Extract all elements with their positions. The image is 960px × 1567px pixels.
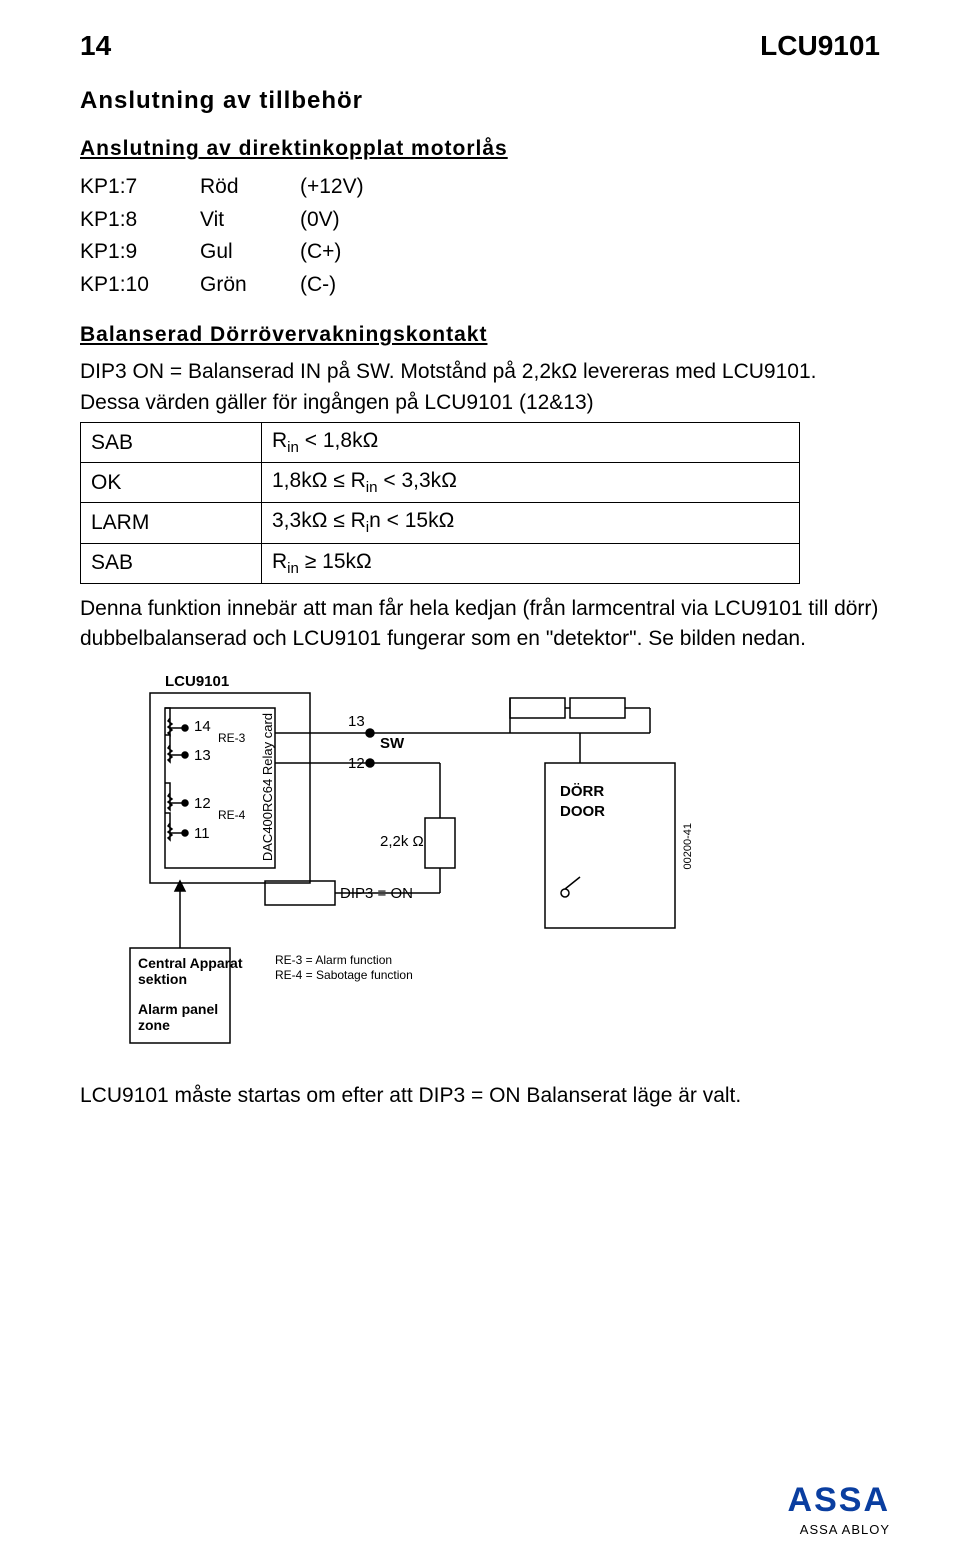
diagram-pin: 14 <box>194 718 211 735</box>
table-row: SAB Rin ≥ 15kΩ <box>81 543 800 583</box>
table-row: OK 1,8kΩ ≤ Rin < 3,3kΩ <box>81 463 800 503</box>
diagram-re3: RE-3 <box>218 731 245 745</box>
model-code: LCU9101 <box>760 30 880 62</box>
pin-color: Grön <box>200 269 300 302</box>
diagram-pin: 11 <box>194 825 210 842</box>
pin-signal: (0V) <box>300 204 420 237</box>
state-value: Rin ≥ 15kΩ <box>262 543 800 583</box>
diagram-sw13: 13 <box>348 713 365 730</box>
pin-id: KP1:10 <box>80 269 200 302</box>
diagram-sw12: 12 <box>348 755 365 772</box>
state-key: SAB <box>81 423 262 463</box>
state-value: 1,8kΩ ≤ Rin < 3,3kΩ <box>262 463 800 503</box>
pin-signal: (+12V) <box>300 171 420 204</box>
diagram-door-en: DOOR <box>560 803 605 820</box>
logo-brand: ASSA <box>788 1481 890 1520</box>
pin-id: KP1:8 <box>80 204 200 237</box>
diagram-re4: RE-4 <box>218 808 245 822</box>
diagram-relay-label: DAC400RC64 Relay card <box>260 713 275 861</box>
pin-id: KP1:7 <box>80 171 200 204</box>
diagram-dip-label: DIP3 = ON <box>340 885 413 902</box>
diagram-central2: sektion <box>138 971 187 987</box>
section-title: Anslutning av tillbehör <box>80 87 880 115</box>
state-table: SAB Rin < 1,8kΩ OK 1,8kΩ ≤ Rin < 3,3kΩ L… <box>80 422 800 584</box>
diagram-notes: RE-3 = Alarm function RE-4 = Sabotage fu… <box>275 953 413 984</box>
subsection-balance-title: Balanserad Dörrövervakningskontakt <box>80 323 880 347</box>
diagram-sw: SW <box>380 735 404 752</box>
diagram-resistor-label: 2,2k Ω <box>380 833 424 850</box>
diagram-pin: 12 <box>194 795 211 812</box>
diagram-alarm2: zone <box>138 1017 170 1033</box>
pin-color: Röd <box>200 171 300 204</box>
pin-id: KP1:9 <box>80 236 200 269</box>
balance-paragraph-1: DIP3 ON = Balanserad IN på SW. Motstånd … <box>80 357 880 418</box>
diagram-central1: Central Apparat <box>138 955 243 971</box>
pin-color: Gul <box>200 236 300 269</box>
footer-note: LCU9101 måste startas om efter att DIP3 … <box>80 1081 880 1111</box>
page-number: 14 <box>80 30 111 62</box>
diagram-pin: 13 <box>194 747 211 764</box>
state-value: Rin < 1,8kΩ <box>262 423 800 463</box>
logo-sub: ASSA ABLOY <box>788 1522 890 1537</box>
state-value: 3,3kΩ ≤ Rin < 15kΩ <box>262 503 800 543</box>
diagram-alarm1: Alarm panel <box>138 1001 218 1017</box>
wiring-diagram: LCU9101 DAC400RC64 Relay card 14 13 12 1… <box>110 663 830 1063</box>
pin-color: Vit <box>200 204 300 237</box>
balance-paragraph-2: Denna funktion innebär att man får hela … <box>80 594 880 655</box>
brand-logo: ASSA ASSA ABLOY <box>788 1481 890 1537</box>
diagram-lcu-label: LCU9101 <box>165 673 229 690</box>
state-key: SAB <box>81 543 262 583</box>
subsection-motor-title: Anslutning av direktinkopplat motorlås <box>80 137 880 161</box>
pin-signal: (C-) <box>300 269 420 302</box>
state-key: OK <box>81 463 262 503</box>
state-key: LARM <box>81 503 262 543</box>
diagram-door-sv: DÖRR <box>560 783 604 800</box>
pin-table: KP1:7 Röd (+12V) KP1:8 Vit (0V) KP1:9 Gu… <box>80 171 880 301</box>
table-row: SAB Rin < 1,8kΩ <box>81 423 800 463</box>
table-row: LARM 3,3kΩ ≤ Rin < 15kΩ <box>81 503 800 543</box>
diagram-docid: 00200-41 <box>682 823 694 870</box>
pin-signal: (C+) <box>300 236 420 269</box>
